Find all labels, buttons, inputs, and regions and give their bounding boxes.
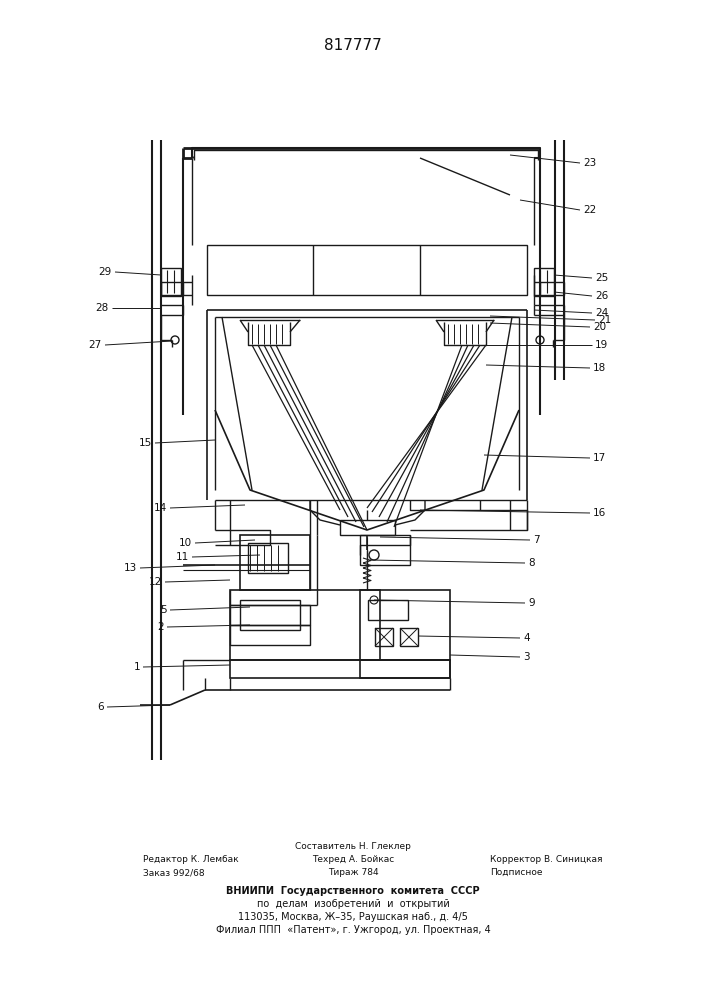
Text: 2: 2 xyxy=(158,622,164,632)
Text: 817777: 817777 xyxy=(324,37,382,52)
Text: Техред А. Бойкас: Техред А. Бойкас xyxy=(312,855,394,864)
Text: 19: 19 xyxy=(595,340,608,350)
Text: 24: 24 xyxy=(595,308,608,318)
Text: 18: 18 xyxy=(593,363,606,373)
Text: 14: 14 xyxy=(153,503,167,513)
Text: 5: 5 xyxy=(160,605,167,615)
Text: 22: 22 xyxy=(583,205,596,215)
Text: 6: 6 xyxy=(98,702,104,712)
Text: 27: 27 xyxy=(89,340,102,350)
Bar xyxy=(230,590,380,660)
Bar xyxy=(360,660,450,678)
Bar xyxy=(375,628,393,646)
Text: Подписное: Подписное xyxy=(490,868,542,877)
Text: 3: 3 xyxy=(523,652,530,662)
Bar xyxy=(360,535,410,565)
Text: 10: 10 xyxy=(179,538,192,548)
Text: 7: 7 xyxy=(533,535,539,545)
Text: 20: 20 xyxy=(593,322,606,332)
Text: 8: 8 xyxy=(528,558,534,568)
Text: Корректор В. Синицкая: Корректор В. Синицкая xyxy=(490,855,602,864)
Text: 16: 16 xyxy=(593,508,606,518)
Bar xyxy=(340,520,395,535)
Text: 11: 11 xyxy=(176,552,189,562)
Text: Составитель Н. Глеклер: Составитель Н. Глеклер xyxy=(295,842,411,851)
Bar xyxy=(534,268,554,296)
Text: 1: 1 xyxy=(134,662,140,672)
Text: ВНИИПИ  Государственного  комитета  СССР: ВНИИПИ Государственного комитета СССР xyxy=(226,886,480,896)
Bar xyxy=(240,600,300,630)
Text: 23: 23 xyxy=(583,158,596,168)
Bar xyxy=(248,543,288,573)
Text: по  делам  изобретений  и  открытий: по делам изобретений и открытий xyxy=(257,899,450,909)
Text: 17: 17 xyxy=(593,453,606,463)
Text: 26: 26 xyxy=(595,291,608,301)
Text: Филиал ППП  «Патент», г. Ужгород, ул. Проектная, 4: Филиал ППП «Патент», г. Ужгород, ул. Про… xyxy=(216,925,491,935)
Bar xyxy=(230,625,310,645)
Text: Тираж 784: Тираж 784 xyxy=(327,868,378,877)
Bar xyxy=(400,628,418,646)
Text: Редактор К. Лембак: Редактор К. Лембак xyxy=(143,855,239,864)
Bar xyxy=(161,268,181,296)
Text: 4: 4 xyxy=(523,633,530,643)
Text: 9: 9 xyxy=(528,598,534,608)
Text: 25: 25 xyxy=(595,273,608,283)
Bar xyxy=(207,245,527,295)
Text: 15: 15 xyxy=(139,438,152,448)
Text: 113035, Москва, Ж–35, Раушская наб., д. 4/5: 113035, Москва, Ж–35, Раушская наб., д. … xyxy=(238,912,468,922)
Text: 21: 21 xyxy=(598,315,612,325)
Text: 28: 28 xyxy=(95,303,109,313)
Bar xyxy=(230,660,450,678)
Text: Заказ 992/68: Заказ 992/68 xyxy=(143,868,204,877)
Text: 13: 13 xyxy=(124,563,137,573)
Text: 29: 29 xyxy=(99,267,112,277)
Bar xyxy=(368,600,408,620)
Bar xyxy=(240,535,310,590)
Bar xyxy=(360,590,450,660)
Text: 12: 12 xyxy=(148,577,162,587)
Bar xyxy=(230,605,310,625)
